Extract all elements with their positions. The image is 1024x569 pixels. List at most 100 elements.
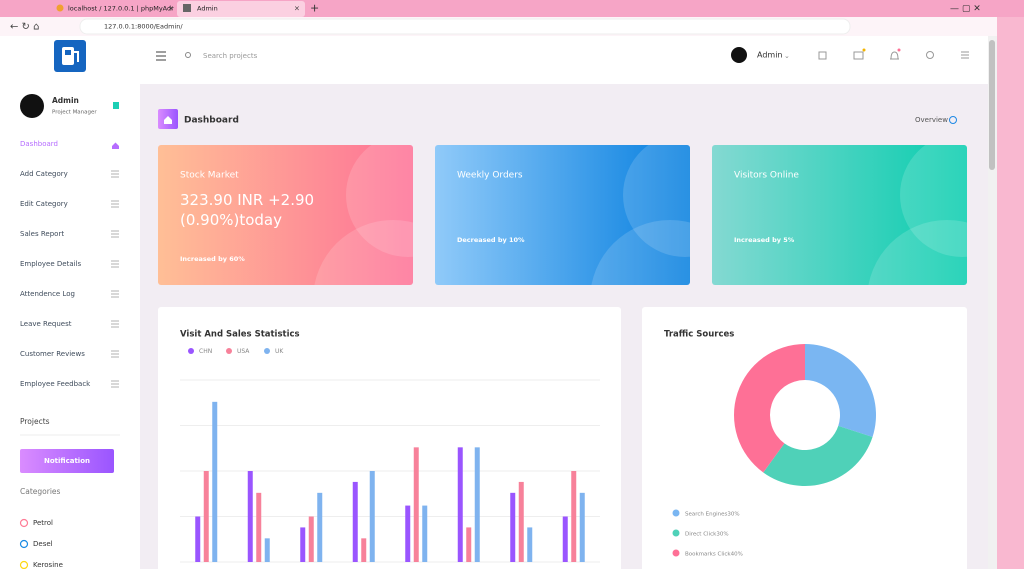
legend-dot	[672, 549, 680, 557]
bar	[510, 492, 516, 562]
menu-icon	[111, 170, 119, 178]
card-value-line: (0.90%)today	[180, 211, 282, 229]
menu-item[interactable]: Dashboard	[20, 140, 58, 148]
menu-item[interactable]: Employee Details	[20, 260, 82, 268]
legend-label: Direct Click30%	[685, 531, 729, 537]
profile-avatar[interactable]	[20, 94, 44, 118]
notification-button[interactable]	[20, 449, 114, 473]
bar	[422, 505, 428, 562]
menu-item[interactable]: Leave Request	[20, 320, 72, 328]
stat-card: Weekly Orders Decreased by 10%	[435, 145, 690, 285]
stat-card: Stock Market 323.90 INR +2.90 (0.90%)today…	[158, 145, 413, 285]
tab[interactable]	[177, 1, 305, 17]
card-value-line: 323.90 INR +2.90	[180, 191, 314, 209]
bar	[203, 471, 209, 562]
bar	[361, 538, 367, 562]
doughnut-segment	[763, 425, 873, 486]
bar	[579, 492, 585, 562]
card-title: Stock Market	[180, 171, 239, 181]
legend-value: 40%	[731, 551, 743, 557]
legend-dot	[264, 348, 270, 354]
legend-dot	[672, 509, 680, 517]
category-item[interactable]: Desel	[33, 540, 53, 548]
menu-icon	[111, 260, 119, 268]
card-title: Visitors Online	[734, 171, 799, 181]
menu-icon	[111, 320, 119, 328]
menu-toggle[interactable]	[156, 51, 166, 61]
tab-title[interactable]: localhost / 127.0.0.1 | phpMyAdr	[68, 5, 174, 13]
tab-close[interactable]: ×	[168, 5, 174, 13]
overview-link[interactable]: Overview	[915, 116, 948, 124]
tab-title[interactable]: Admin	[197, 5, 218, 13]
bar	[413, 447, 419, 562]
chart-title: Traffic Sources	[664, 330, 734, 340]
tab[interactable]	[50, 1, 175, 17]
card-value: 323.90 INR +2.90 (0.90%)today	[180, 191, 314, 229]
profile-role: Project Manager	[52, 110, 97, 116]
search-input[interactable]: Search projects	[203, 52, 258, 60]
page-title: Dashboard	[184, 116, 239, 126]
legend-dot	[672, 529, 680, 537]
bell-icon[interactable]	[890, 51, 899, 60]
card-note: Increased by 60%	[180, 255, 245, 263]
power-icon[interactable]	[926, 51, 934, 59]
new-tab[interactable]: +	[310, 2, 319, 15]
bar	[466, 527, 472, 562]
url[interactable]: 127.0.0.1:8000/Eadmin/	[104, 23, 183, 31]
menu-item[interactable]: Sales Report	[20, 230, 64, 238]
section-heading: Categories	[20, 487, 61, 496]
legend-label: Search Engines30%	[685, 511, 740, 517]
settings-icon[interactable]	[961, 51, 969, 59]
menu-item[interactable]: Customer Reviews	[20, 350, 85, 358]
bar	[300, 527, 306, 562]
menu-icon	[112, 142, 119, 149]
bar	[405, 505, 411, 562]
card-decor	[590, 220, 690, 285]
category-item[interactable]: Kerosine	[33, 561, 63, 569]
menu-item[interactable]: Edit Category	[20, 200, 68, 208]
card-note: Decreased by 10%	[457, 236, 525, 244]
button-label[interactable]: Notification	[44, 457, 90, 465]
legend-dot	[226, 348, 232, 354]
card-bg	[435, 145, 690, 285]
menu-icon	[111, 290, 119, 298]
bar	[256, 492, 262, 562]
stat-card: Visitors Online Increased by 5%	[712, 145, 967, 285]
bar	[474, 447, 480, 562]
user-menu[interactable]: Admin	[757, 51, 783, 60]
fullscreen-icon[interactable]	[818, 51, 827, 60]
scroll-thumb[interactable]	[989, 40, 995, 170]
tab-close[interactable]: ×	[294, 5, 300, 13]
category-dot	[19, 539, 29, 549]
bar	[562, 516, 568, 562]
bar	[527, 527, 533, 562]
bar	[317, 492, 323, 562]
badge	[862, 48, 866, 52]
edge-sidebar	[997, 17, 1024, 569]
profile-name: Admin	[52, 96, 79, 105]
menu-item[interactable]: Add Category	[20, 170, 68, 178]
legend-value: 30%	[716, 531, 728, 537]
window-controls[interactable]: — ▢ ✕	[950, 4, 981, 14]
card-decor	[623, 145, 690, 257]
nav-buttons[interactable]: ← ↻ ⌂	[10, 22, 39, 33]
info-icon	[949, 116, 957, 124]
chart-card	[642, 307, 967, 569]
menu-item[interactable]: Attendence Log	[20, 290, 75, 298]
avatar[interactable]	[731, 47, 747, 63]
legend-label: CHN	[199, 348, 212, 355]
category-item[interactable]: Petrol	[33, 519, 53, 527]
card-note: Increased by 5%	[734, 236, 795, 244]
card-bg	[712, 145, 967, 285]
legend-name: Bookmarks Click	[685, 551, 731, 557]
menu-item[interactable]: Employee Feedback	[20, 380, 91, 388]
bar	[195, 516, 201, 562]
card-decor	[867, 220, 967, 285]
home-icon	[164, 116, 172, 124]
logo-pump	[62, 47, 74, 65]
mail-icon[interactable]	[853, 51, 864, 60]
logo-pump	[65, 50, 71, 55]
address-bar[interactable]	[79, 18, 851, 35]
